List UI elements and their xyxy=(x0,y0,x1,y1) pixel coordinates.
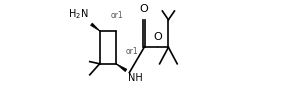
Text: O: O xyxy=(153,32,162,42)
Text: or1: or1 xyxy=(111,11,123,20)
Text: or1: or1 xyxy=(126,47,139,56)
Polygon shape xyxy=(116,64,127,72)
Polygon shape xyxy=(91,23,100,31)
Text: NH: NH xyxy=(128,73,143,83)
Text: H$_2$N: H$_2$N xyxy=(68,8,89,21)
Text: O: O xyxy=(140,4,149,14)
